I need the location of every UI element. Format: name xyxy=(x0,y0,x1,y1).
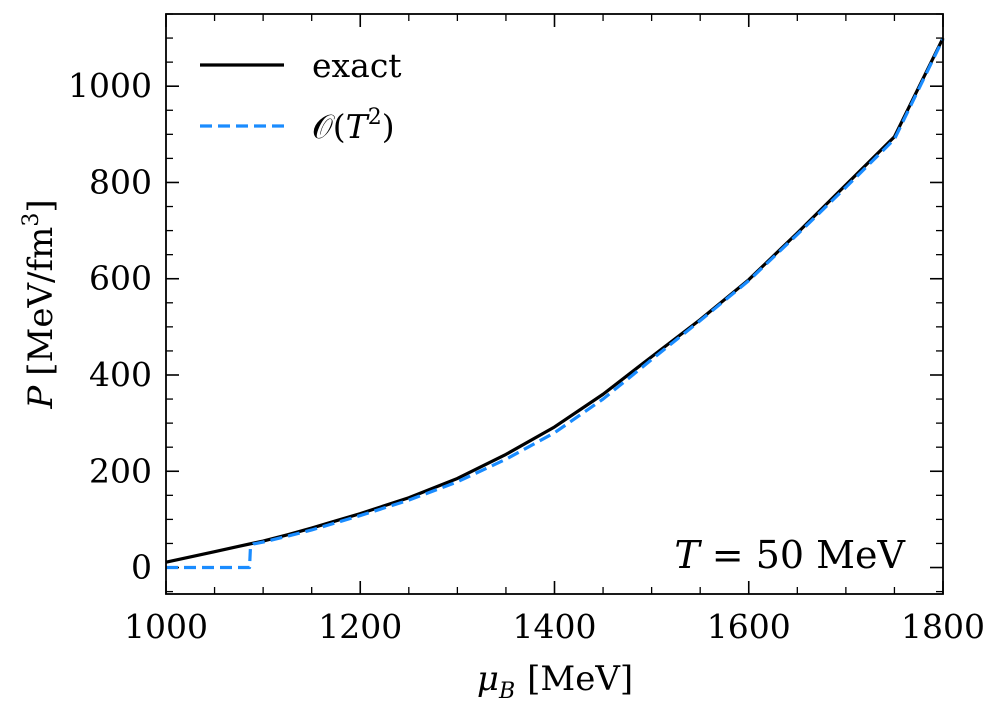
x-tick-label: 1600 xyxy=(707,607,791,646)
x-axis-label: μB [MeV] xyxy=(477,659,633,704)
y-tick-label: 400 xyxy=(89,355,152,394)
x-tick-label: 1200 xyxy=(318,607,402,646)
plot-frame xyxy=(165,13,944,595)
y-tick-label: 0 xyxy=(131,548,152,587)
y-tick-label: 600 xyxy=(89,259,152,298)
temperature-annotation: T = 50 MeV xyxy=(674,533,905,577)
y-axis-label: P[MeV/fm3] xyxy=(19,199,61,409)
x-tick-label: 1000 xyxy=(124,607,208,646)
series-lines xyxy=(165,37,945,570)
legend-label-exact: exact xyxy=(312,46,402,85)
series-line-ot2 xyxy=(166,38,945,570)
x-tick-label: 1800 xyxy=(901,607,985,646)
major-ticks xyxy=(165,14,944,594)
minor-ticks xyxy=(166,13,943,594)
y-tick-label: 800 xyxy=(89,162,152,201)
series-line-exact xyxy=(165,37,945,564)
y-tick-label: 200 xyxy=(89,451,152,490)
x-tick-label: 1400 xyxy=(513,607,597,646)
legend-label-ot2: 𝒪(T2) xyxy=(312,105,395,146)
legend: exact 𝒪(T2) xyxy=(200,46,402,146)
y-tick-label: 1000 xyxy=(68,66,152,105)
tick-labels: 1000 1200 1400 1600 1800 0 200 400 600 800 1000 xyxy=(68,66,985,646)
